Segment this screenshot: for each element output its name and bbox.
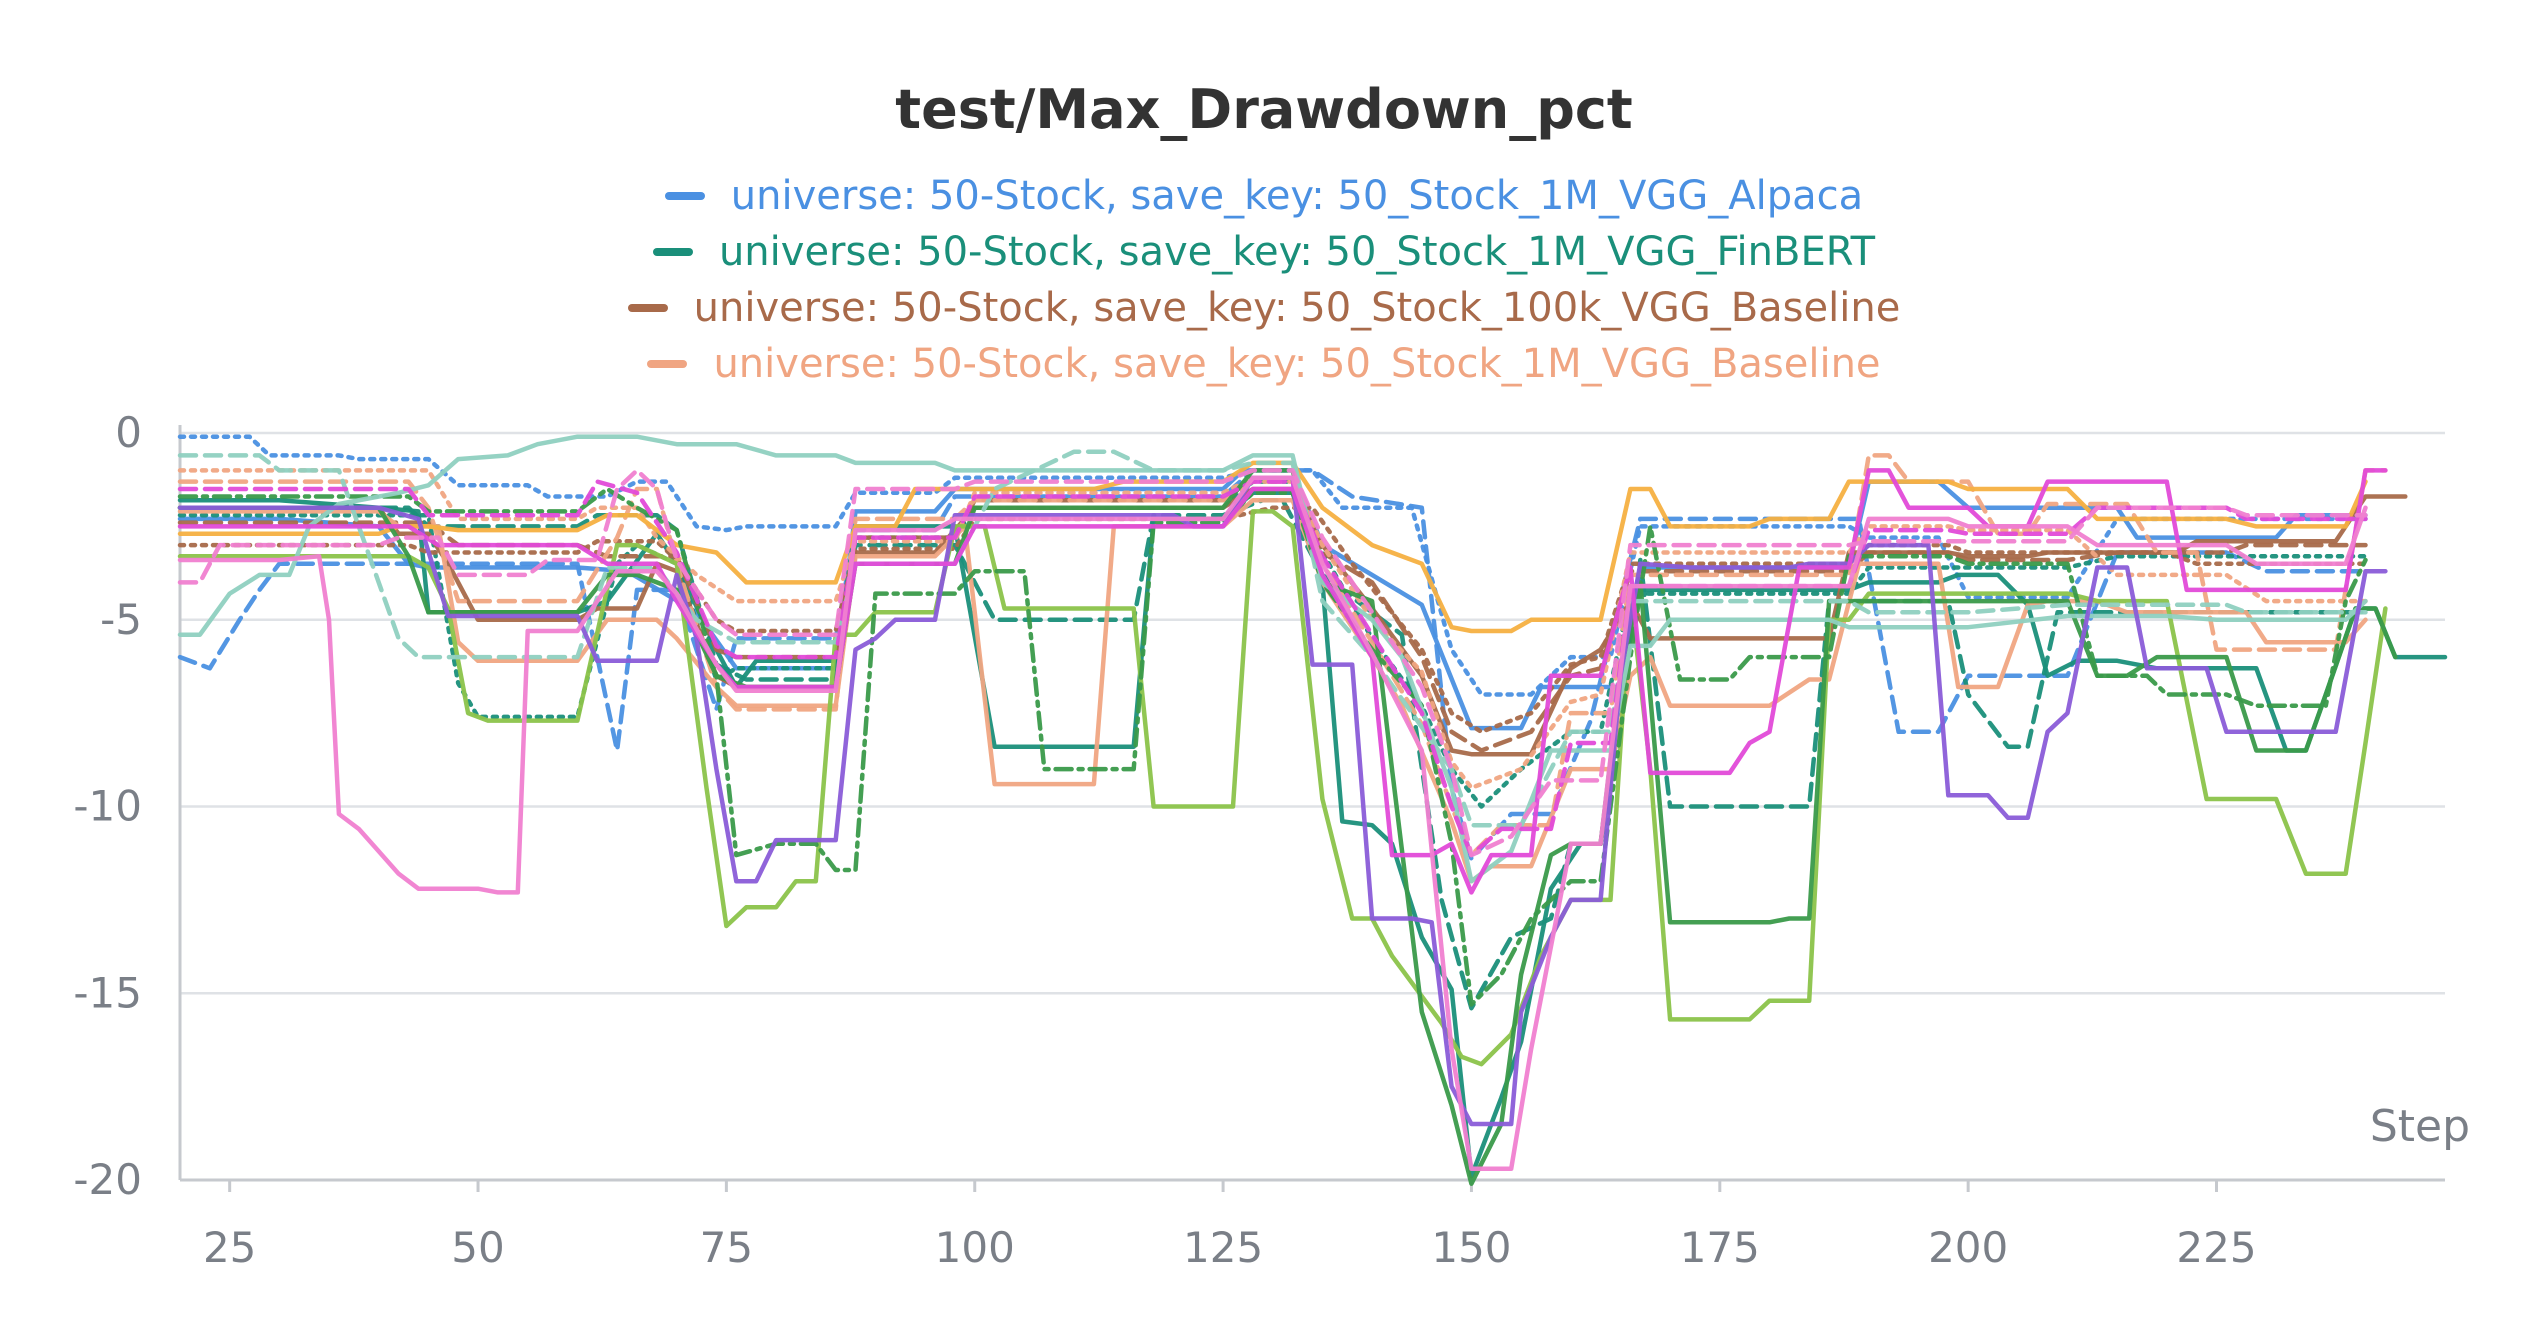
series-line bbox=[177, 486, 2368, 1007]
x-tick-label: 150 bbox=[1431, 1223, 1511, 1272]
series-line bbox=[177, 475, 2368, 1172]
legend-swatch bbox=[647, 360, 688, 368]
series-line bbox=[177, 449, 2368, 828]
y-tick-label: -5 bbox=[100, 595, 142, 644]
series-line bbox=[177, 475, 2388, 1127]
x-tick-label: 225 bbox=[2176, 1223, 2256, 1272]
x-tick-label: 175 bbox=[1680, 1223, 1760, 1272]
legend-swatch bbox=[664, 192, 705, 200]
x-axis-label: Step bbox=[2370, 1101, 2470, 1152]
x-tick-label: 125 bbox=[1183, 1223, 1263, 1272]
legend-item[interactable]: universe: 50-Stock, save_key: 50_Stock_1… bbox=[0, 224, 2528, 280]
series-line bbox=[177, 460, 2368, 634]
x-tick-label: 200 bbox=[1928, 1223, 2008, 1272]
x-tick-label: 50 bbox=[451, 1223, 504, 1272]
legend-label: universe: 50-Stock, save_key: 50_Stock_1… bbox=[713, 341, 1881, 387]
chart-legend: universe: 50-Stock, save_key: 50_Stock_1… bbox=[0, 168, 2528, 392]
series-line bbox=[177, 497, 2368, 884]
legend-label: universe: 50-Stock, save_key: 50_Stock_1… bbox=[730, 173, 1864, 219]
y-tick-label: 0 bbox=[115, 408, 142, 457]
y-tick-label: -15 bbox=[73, 968, 142, 1017]
chart-title: test/Max_Drawdown_pct bbox=[895, 78, 1633, 141]
y-tick-label: -20 bbox=[73, 1155, 142, 1204]
x-tick-label: 75 bbox=[700, 1223, 753, 1272]
legend-item[interactable]: universe: 50-Stock, save_key: 50_Stock_1… bbox=[0, 168, 2528, 224]
legend-label: universe: 50-Stock, save_key: 50_Stock_1… bbox=[718, 229, 1876, 275]
legend-item[interactable]: universe: 50-Stock, save_key: 50_Stock_1… bbox=[0, 280, 2528, 336]
series-line bbox=[177, 468, 2368, 858]
legend-label: universe: 50-Stock, save_key: 50_Stock_1… bbox=[693, 285, 1901, 331]
legend-swatch bbox=[652, 248, 693, 256]
series-line bbox=[177, 468, 2398, 1186]
legend-swatch bbox=[627, 304, 668, 312]
series-line bbox=[177, 434, 2368, 697]
series-line bbox=[177, 509, 2388, 1067]
legend-item[interactable]: universe: 50-Stock, save_key: 50_Stock_1… bbox=[0, 336, 2528, 392]
y-tick-label: -10 bbox=[73, 782, 142, 831]
x-tick-label: 100 bbox=[935, 1223, 1015, 1272]
series-line bbox=[177, 479, 2368, 858]
x-tick-label: 25 bbox=[203, 1223, 256, 1272]
